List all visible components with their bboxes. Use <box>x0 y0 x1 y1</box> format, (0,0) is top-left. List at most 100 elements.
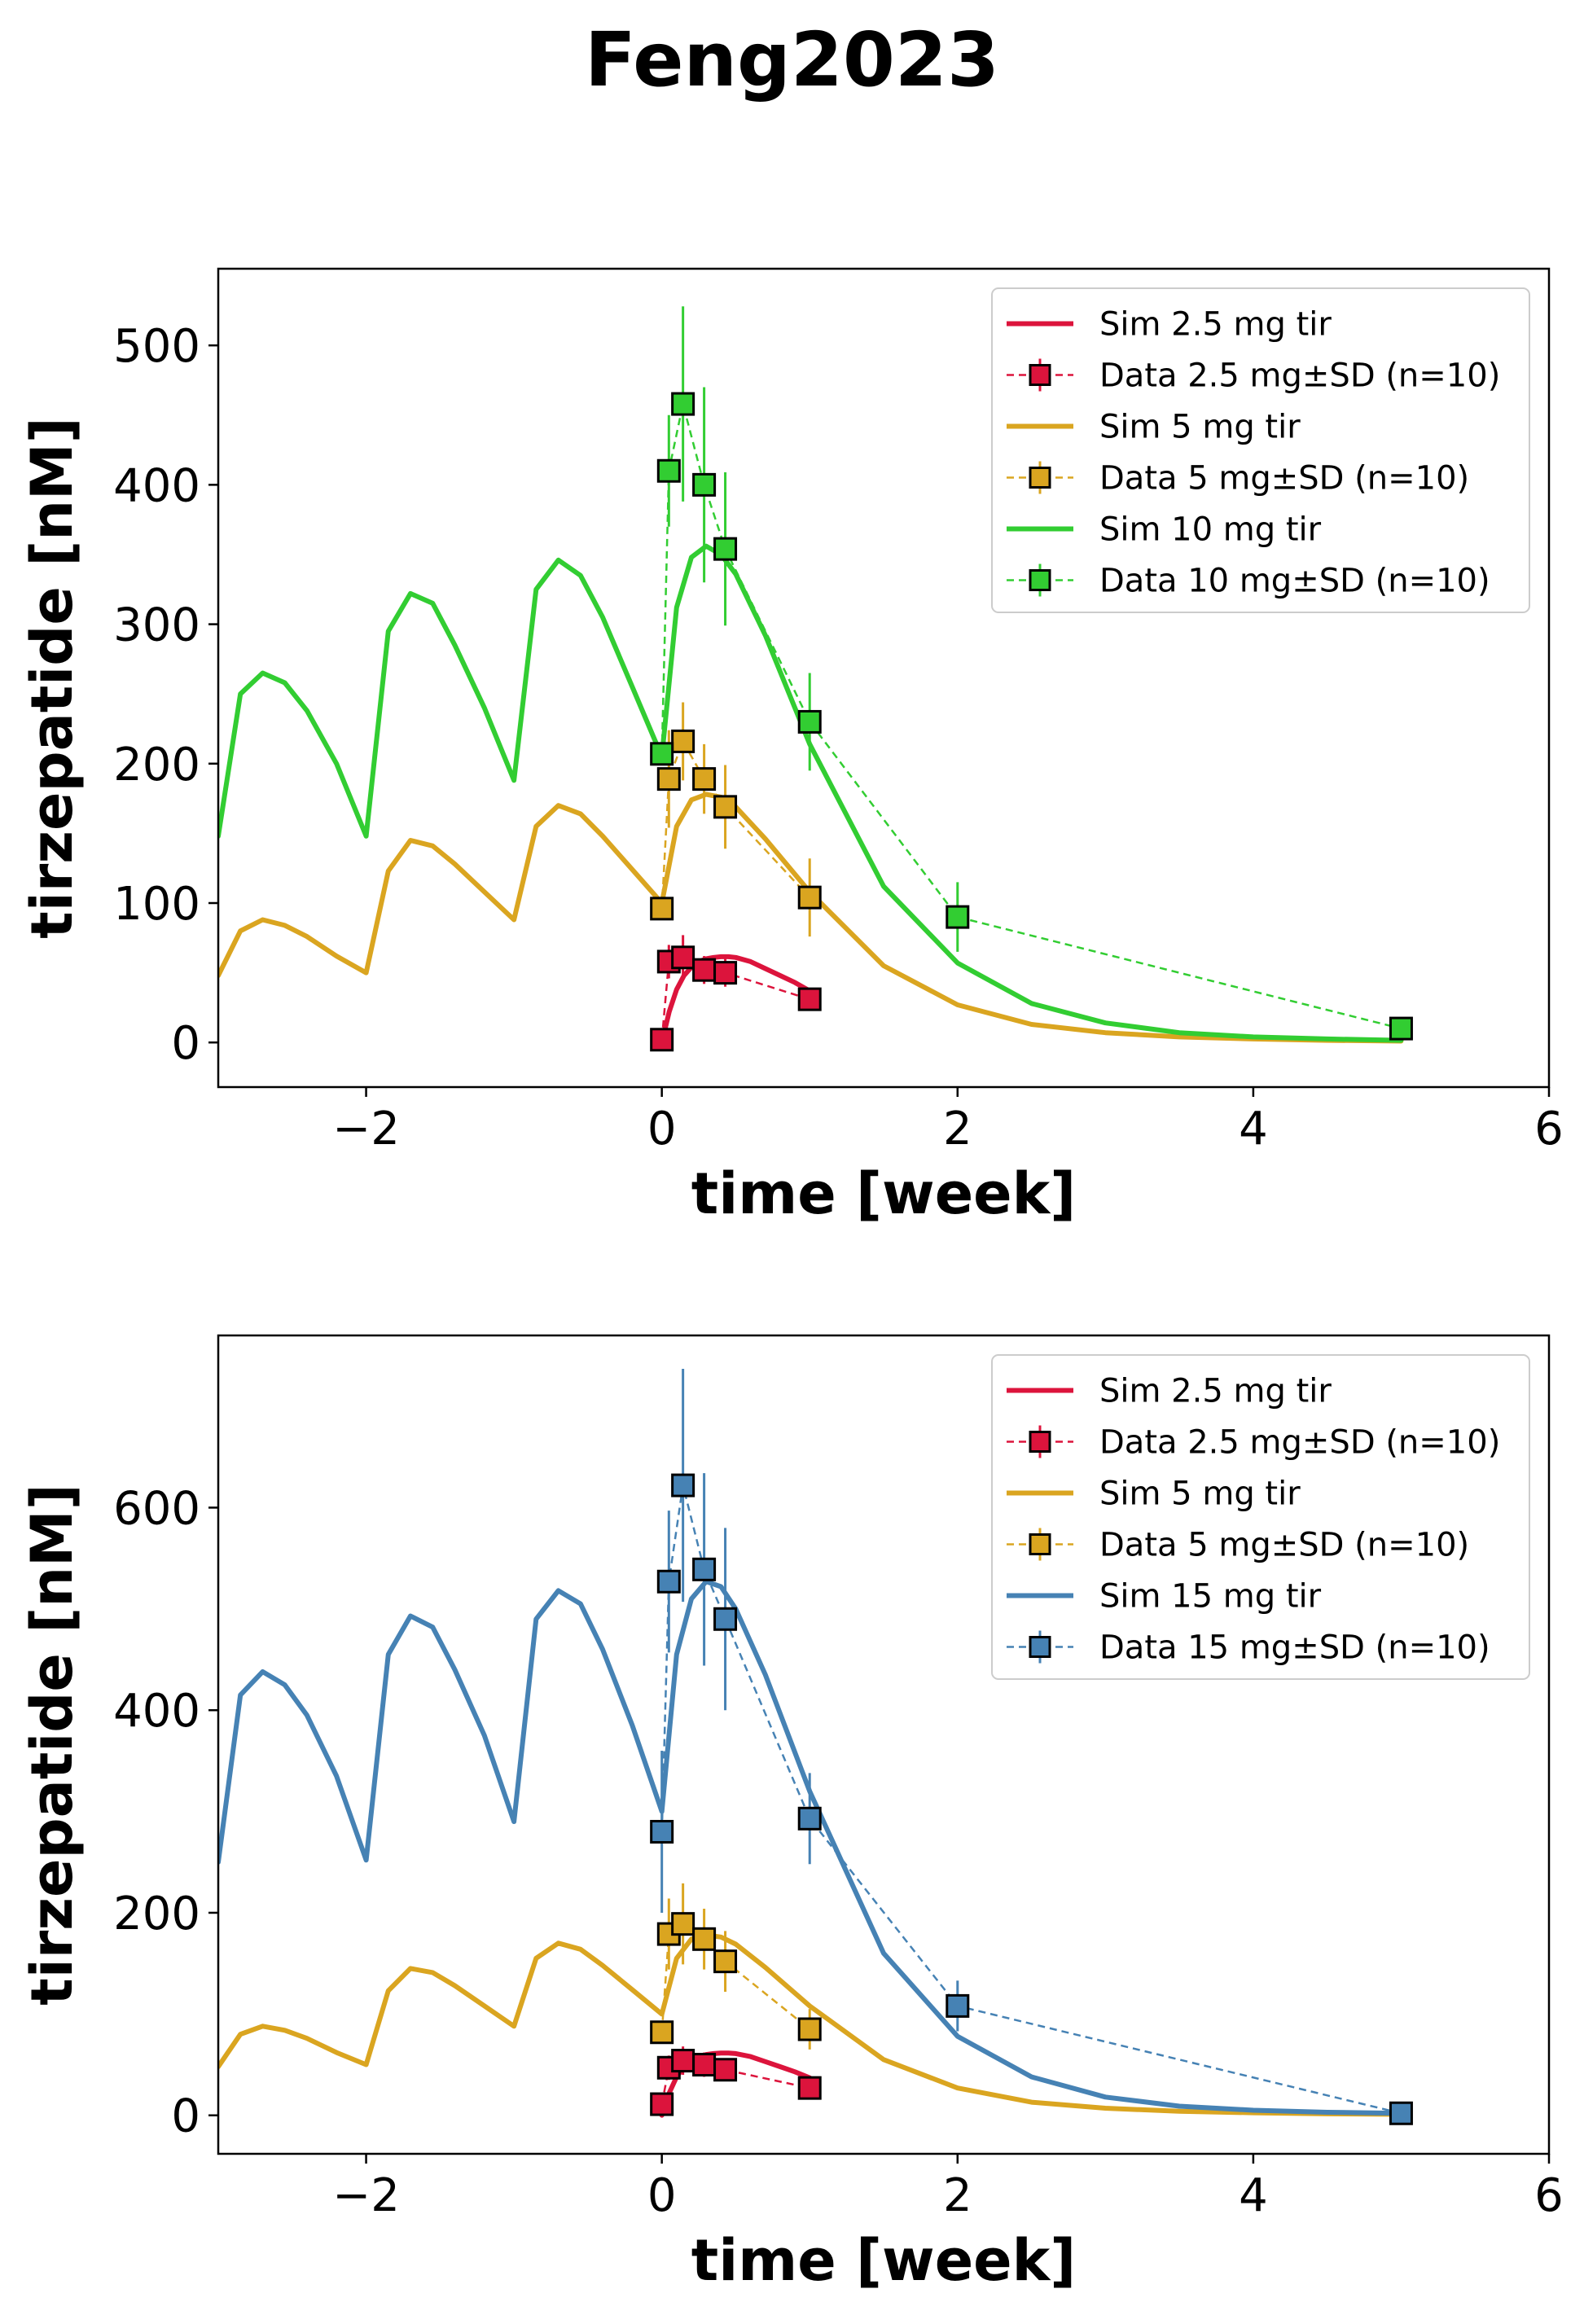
x-axis-label: time [week] <box>691 1160 1076 1227</box>
data-point-data-15-mg-sd-n-10-1 <box>656 1569 681 1594</box>
legend-box <box>991 1354 1530 1680</box>
legend-marker-handle <box>1029 1636 1051 1658</box>
y-tick-label: 400 <box>113 459 200 512</box>
x-tick-label: 4 <box>1239 1103 1268 1155</box>
data-point-data-5-mg-sd-n-10-0 <box>650 2020 674 2045</box>
legend-label: Data 15 mg±SD (n=10) <box>1099 1629 1490 1667</box>
legend-label: Sim 5 mg tir <box>1099 409 1301 446</box>
data-point-data-5-mg-sd-n-10-3 <box>692 767 717 791</box>
legend-item-data-15-mg-sd-n-10: Data 15 mg±SD (n=10) <box>1007 1629 1490 1667</box>
legend-label: Sim 2.5 mg tir <box>1099 1373 1332 1410</box>
y-tick-label: 200 <box>113 1888 200 1940</box>
data-point-data-10-mg-sd-n-10-7 <box>1389 1016 1413 1041</box>
legend-marker-handle <box>1029 1533 1051 1555</box>
data-point-data-2-5-mg-sd-n-10-5 <box>797 2076 822 2100</box>
x-tick-label: 2 <box>943 2169 972 2222</box>
legend-item-sim-5-mg-tir: Sim 5 mg tir <box>1007 409 1301 446</box>
data-point-data-15-mg-sd-n-10-5 <box>797 1806 822 1831</box>
x-tick-label: −2 <box>332 1103 400 1155</box>
x-tick-label: 4 <box>1239 2169 1268 2222</box>
plot-frame <box>217 267 1551 1089</box>
y-tick-label: 0 <box>171 2090 200 2143</box>
legend-item-sim-2-5-mg-tir: Sim 2.5 mg tir <box>1007 1373 1332 1410</box>
legend-item-data-10-mg-sd-n-10: Data 10 mg±SD (n=10) <box>1007 563 1490 600</box>
data-point-data-10-mg-sd-n-10-4 <box>713 537 738 561</box>
x-tick-label: 0 <box>647 1103 677 1155</box>
y-tick-label: 600 <box>113 1482 200 1535</box>
data-point-data-2-5-mg-sd-n-10-3 <box>692 2053 717 2077</box>
series-line-sim-5-mg-tir <box>218 791 1404 1044</box>
legend-label: Sim 10 mg tir <box>1099 511 1322 549</box>
legend-item-data-2-5-mg-sd-n-10: Data 2.5 mg±SD (n=10) <box>1007 357 1500 395</box>
series-line-sim-2-5-mg-tir <box>659 954 813 1046</box>
chart-top: −2 0 2 4 6 0 100 200 300 400 500 time [week] tirzepa… <box>19 267 1564 1227</box>
legend-label: Data 5 mg±SD (n=10) <box>1099 460 1469 498</box>
plot-area <box>218 1369 1413 2125</box>
series-line-sim-10-mg-tir <box>218 543 1404 1043</box>
chart-panel-top: −2 0 2 4 6 0 100 200 300 400 500 time [week] tirzepa… <box>0 195 1584 1254</box>
legend-item-sim-2-5-mg-tir: Sim 2.5 mg tir <box>1007 306 1332 344</box>
legend-marker-handle <box>1029 467 1051 489</box>
legend-item-data-5-mg-sd-n-10: Data 5 mg±SD (n=10) <box>1007 1527 1469 1564</box>
legend-label: Data 5 mg±SD (n=10) <box>1099 1527 1469 1564</box>
data-point-data-5-mg-sd-n-10-5 <box>797 2017 822 2041</box>
data-point-data-2-5-mg-sd-n-10-4 <box>713 2058 738 2082</box>
data-point-data-15-mg-sd-n-10-2 <box>671 1473 695 1497</box>
data-point-data-10-mg-sd-n-10-5 <box>797 709 822 734</box>
series-dashed-line-data-5-mg-sd-n-10 <box>660 739 811 909</box>
data-point-data-15-mg-sd-n-10-6 <box>946 1993 970 2018</box>
chart-bottom: −2 0 2 4 6 0 200 400 600 time [week] tirzepatide [… <box>19 1334 1564 2294</box>
data-point-data-5-mg-sd-n-10-1 <box>656 767 681 791</box>
legend: Sim 2.5 mg tir Data 2.5 mg±SD (n=10) Sim 5… <box>991 1354 1530 1680</box>
data-point-data-2-5-mg-sd-n-10-0 <box>650 2092 674 2116</box>
y-axis-label: tirzepatide [nM] <box>19 1484 86 2005</box>
legend-label: Sim 2.5 mg tir <box>1099 306 1332 344</box>
legend-label: Data 10 mg±SD (n=10) <box>1099 563 1490 600</box>
x-axis-label: time [week] <box>691 2227 1076 2294</box>
data-point-data-10-mg-sd-n-10-6 <box>946 905 970 929</box>
data-point-data-15-mg-sd-n-10-3 <box>692 1557 717 1581</box>
x-tick-label: 6 <box>1534 1103 1564 1155</box>
legend-label: Sim 5 mg tir <box>1099 1476 1301 1513</box>
y-tick-label: 0 <box>171 1017 200 1070</box>
data-point-data-10-mg-sd-n-10-2 <box>671 392 695 416</box>
x-tick-label: 2 <box>943 1103 972 1155</box>
legend-marker-handle <box>1029 364 1051 386</box>
legend-item-sim-15-mg-tir: Sim 15 mg tir <box>1007 1578 1322 1616</box>
data-point-data-5-mg-sd-n-10-2 <box>671 1912 695 1936</box>
series-line-sim-15-mg-tir <box>218 1579 1404 2116</box>
data-point-data-5-mg-sd-n-10-0 <box>650 897 674 921</box>
y-tick-label: 200 <box>113 739 200 791</box>
data-point-data-5-mg-sd-n-10-3 <box>692 1927 717 1951</box>
data-point-data-2-5-mg-sd-n-10-2 <box>671 2049 695 2073</box>
legend-item-data-5-mg-sd-n-10: Data 5 mg±SD (n=10) <box>1007 460 1469 498</box>
x-tick-label: −2 <box>332 2169 400 2222</box>
data-point-data-10-mg-sd-n-10-1 <box>656 458 681 483</box>
legend-item-sim-10-mg-tir: Sim 10 mg tir <box>1007 511 1322 549</box>
legend-marker-handle <box>1029 569 1051 591</box>
legend-label: Data 2.5 mg±SD (n=10) <box>1099 1424 1500 1462</box>
legend-marker-handle <box>1029 1431 1051 1453</box>
data-point-data-5-mg-sd-n-10-2 <box>671 729 695 753</box>
series-line-sim-5-mg-tir <box>218 1932 1404 2117</box>
plot-area <box>218 306 1413 1052</box>
data-point-data-15-mg-sd-n-10-7 <box>1389 2101 1413 2125</box>
legend: Sim 2.5 mg tir Data 2.5 mg±SD (n=10) Sim 5… <box>991 287 1530 613</box>
data-point-data-2-5-mg-sd-n-10-2 <box>671 945 695 970</box>
data-point-data-10-mg-sd-n-10-3 <box>692 472 717 497</box>
data-point-data-2-5-mg-sd-n-10-5 <box>797 987 822 1011</box>
data-point-data-5-mg-sd-n-10-5 <box>797 885 822 910</box>
data-point-data-2-5-mg-sd-n-10-0 <box>650 1028 674 1052</box>
legend-label: Sim 15 mg tir <box>1099 1578 1322 1616</box>
data-point-data-2-5-mg-sd-n-10-3 <box>692 958 717 982</box>
data-point-data-15-mg-sd-n-10-0 <box>650 1819 674 1844</box>
y-tick-label: 400 <box>113 1685 200 1738</box>
figure-title: Feng2023 <box>585 16 999 103</box>
chart-panel-bottom: −2 0 2 4 6 0 200 400 600 time [week] tirzepatide [… <box>0 1262 1584 2321</box>
data-point-data-5-mg-sd-n-10-4 <box>713 1949 738 1974</box>
data-point-data-10-mg-sd-n-10-0 <box>650 742 674 766</box>
legend-label: Data 2.5 mg±SD (n=10) <box>1099 357 1500 395</box>
data-point-data-15-mg-sd-n-10-4 <box>713 1607 738 1631</box>
y-tick-label: 100 <box>113 878 200 931</box>
data-point-data-5-mg-sd-n-10-4 <box>713 795 738 819</box>
